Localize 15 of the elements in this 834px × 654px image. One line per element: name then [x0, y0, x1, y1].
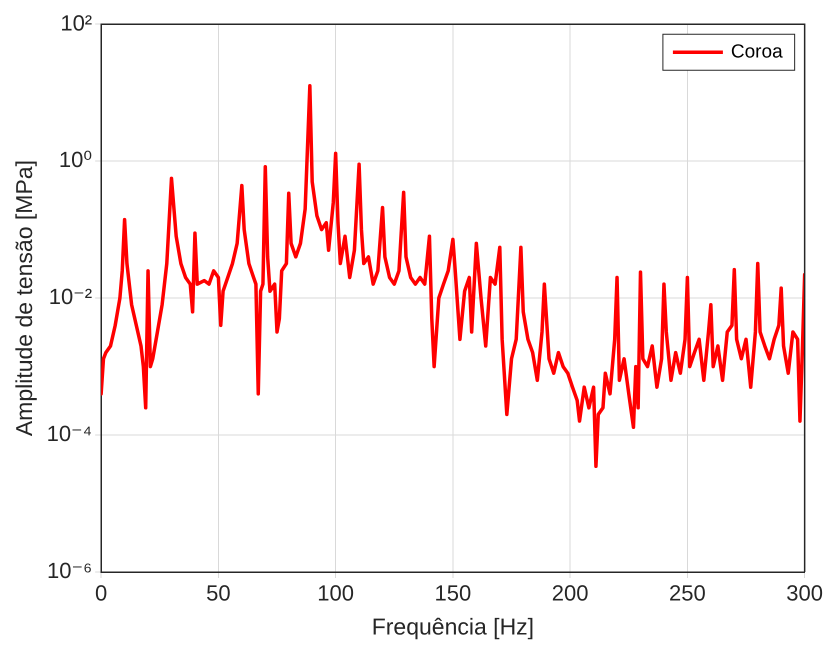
x-tick-label: 100	[317, 580, 354, 606]
x-tick-label: 300	[786, 580, 824, 606]
y-tick-label: 10⁻⁴	[46, 421, 92, 446]
x-tick-label: 50	[206, 580, 231, 606]
y-tick-label: 10⁻²	[48, 284, 92, 310]
x-tick-label: 0	[95, 580, 108, 606]
y-tick-label: 10²	[60, 10, 92, 36]
y-axis-title: Amplitude de tensão [MPa]	[11, 160, 38, 436]
y-tick-label: 10⁰	[58, 147, 92, 172]
y-tick-label: 10⁻⁶	[46, 558, 92, 584]
legend-label: Coroa	[730, 41, 784, 62]
x-tick-label: 200	[552, 580, 589, 606]
x-tick-label: 250	[669, 580, 706, 606]
x-axis-title: Frequência [Hz]	[372, 614, 534, 640]
x-tick-label: 150	[434, 580, 472, 606]
